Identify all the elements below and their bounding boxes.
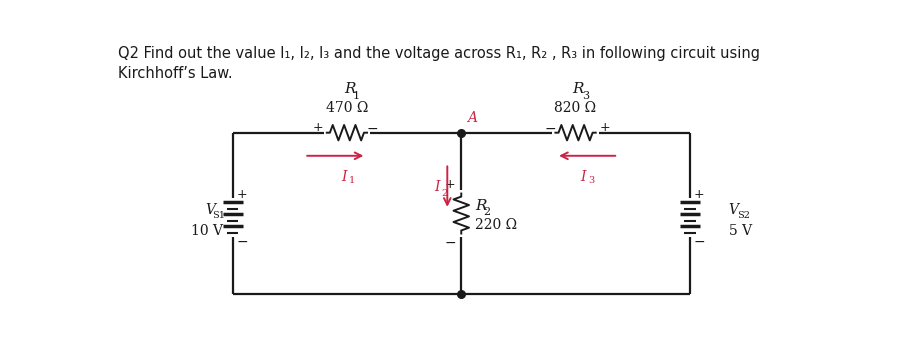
Text: 1: 1 [348,176,355,185]
Text: 3: 3 [588,176,594,185]
Text: −: − [366,122,378,136]
Text: −: − [544,122,556,136]
Text: +: + [312,121,323,134]
Text: −: − [445,236,456,250]
Text: I: I [434,180,439,193]
Text: +: + [599,121,610,134]
Text: S2: S2 [737,211,751,220]
Text: 820 Ω: 820 Ω [554,101,597,115]
Text: 3: 3 [581,91,589,101]
Text: +: + [694,188,705,201]
Text: V: V [205,203,216,217]
Text: I: I [580,170,586,184]
Text: R: R [572,82,584,96]
Text: I: I [341,170,346,184]
Text: 2: 2 [441,189,447,198]
Text: Kirchhoff’s Law.: Kirchhoff’s Law. [118,66,232,81]
Text: 5 V: 5 V [729,224,751,238]
Text: +: + [237,188,248,201]
Text: −: − [236,235,248,249]
Text: −: − [693,235,705,249]
Text: A: A [467,111,477,125]
Text: R: R [475,199,487,213]
Text: 10 V: 10 V [192,224,223,238]
Text: 220 Ω: 220 Ω [475,218,518,232]
Text: V: V [729,203,739,217]
Text: R: R [344,82,356,96]
Text: 470 Ω: 470 Ω [326,101,368,115]
Text: +: + [446,178,455,191]
Text: 2: 2 [483,207,490,217]
Text: S1: S1 [212,211,225,220]
Text: 1: 1 [353,91,360,101]
Text: Q2 Find out the value I₁, I₂, I₃ and the voltage across R₁, R₂ , R₃ in following: Q2 Find out the value I₁, I₂, I₃ and the… [118,47,760,61]
